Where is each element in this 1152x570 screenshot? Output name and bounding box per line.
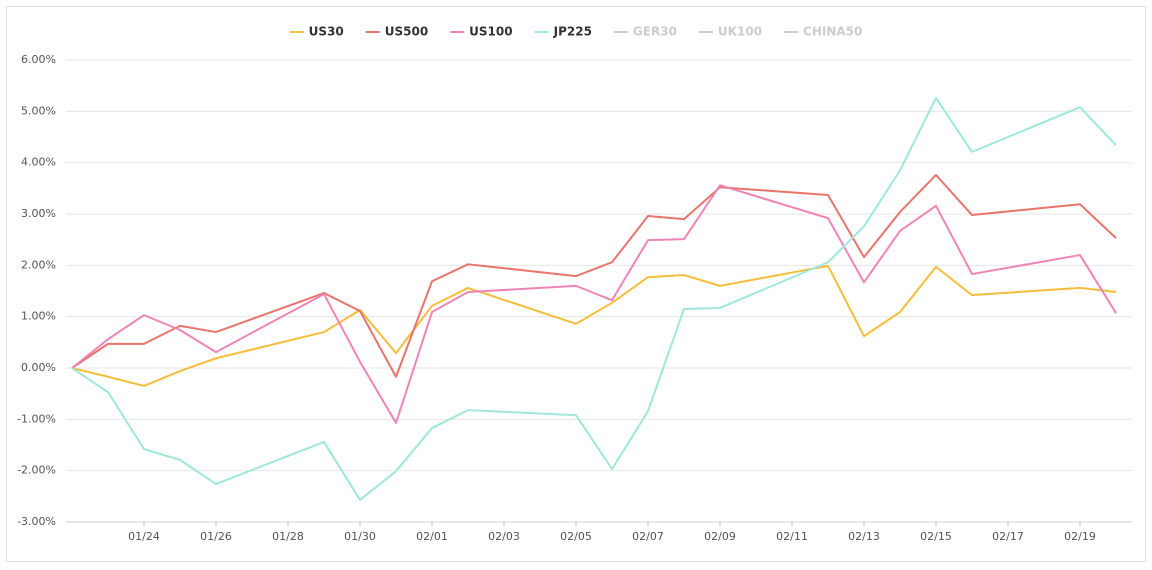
legend-item[interactable]: US500 <box>365 25 428 39</box>
x-tick-label: 02/11 <box>776 530 808 543</box>
x-tick-label: 01/28 <box>272 530 304 543</box>
legend-label: US30 <box>309 25 344 39</box>
legend-label: UK100 <box>718 25 762 39</box>
x-tick-label: 02/07 <box>632 530 664 543</box>
y-tick-label: 0.00% <box>21 361 56 374</box>
x-tick-label: 02/01 <box>416 530 448 543</box>
x-tick-label: 01/26 <box>200 530 232 543</box>
legend-item[interactable]: US30 <box>289 25 344 39</box>
legend-item[interactable]: CHINA50 <box>784 25 862 39</box>
y-tick-label: 6.00% <box>21 53 56 66</box>
x-tick-label: 01/30 <box>344 530 376 543</box>
legend-item[interactable]: JP225 <box>534 25 592 39</box>
x-tick-label: 02/17 <box>992 530 1024 543</box>
x-tick-label: 02/03 <box>488 530 520 543</box>
y-tick-label: 3.00% <box>21 207 56 220</box>
x-tick-label: 02/19 <box>1064 530 1096 543</box>
legend-item[interactable]: US100 <box>450 25 513 39</box>
legend-label: US500 <box>385 25 428 39</box>
legend: US30 US500 US100 JP225 GER30 UK100 CHINA50 <box>289 25 862 39</box>
x-tick-label: 02/13 <box>848 530 880 543</box>
legend-label: GER30 <box>633 25 677 39</box>
legend-label: US100 <box>469 25 512 39</box>
y-tick-label: 4.00% <box>21 156 56 169</box>
x-tick-label: 02/15 <box>920 530 952 543</box>
y-tick-label: 1.00% <box>21 310 56 323</box>
legend-item[interactable]: UK100 <box>698 25 762 39</box>
series-line <box>71 173 1117 378</box>
y-tick-label: -3.00% <box>17 515 56 528</box>
series-line <box>71 96 1117 501</box>
y-tick-label: 2.00% <box>21 258 56 271</box>
legend-label: JP225 <box>553 25 592 39</box>
y-tick-label: -2.00% <box>17 464 56 477</box>
x-tick-label: 02/09 <box>704 530 736 543</box>
y-tick-label: -1.00% <box>17 412 56 425</box>
frame <box>6 6 1146 562</box>
x-tick-label: 01/24 <box>128 530 160 543</box>
x-tick-label: 02/05 <box>560 530 592 543</box>
y-tick-label: 5.00% <box>21 104 56 117</box>
series-line <box>71 184 1117 424</box>
legend-label: CHINA50 <box>803 25 862 39</box>
series-line <box>71 264 1117 387</box>
legend-item[interactable]: GER30 <box>613 25 677 39</box>
